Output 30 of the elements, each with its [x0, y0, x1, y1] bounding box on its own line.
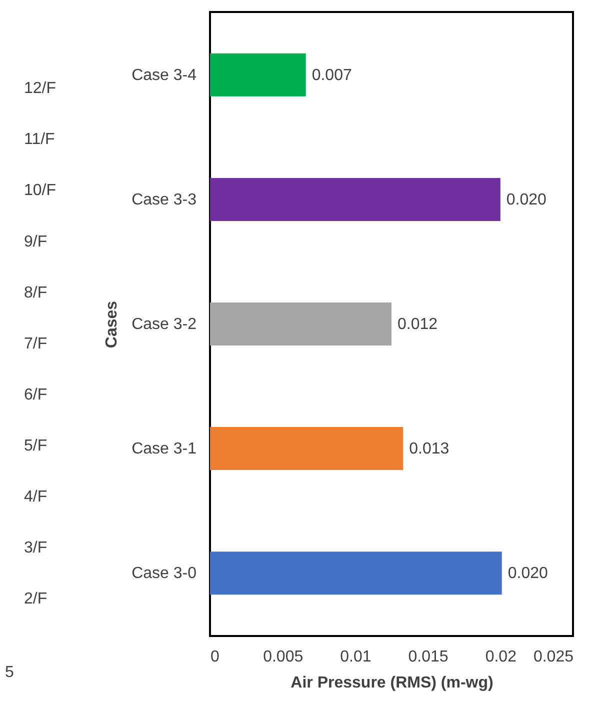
data-label: 0.020: [506, 191, 547, 208]
y-tick-label: Case 3-3: [132, 191, 197, 208]
x-tick-label: 0: [210, 648, 220, 666]
text: 7/F: [24, 335, 48, 352]
data-label: 0.007: [312, 66, 352, 84]
text: 3/F: [24, 540, 48, 557]
text: 11/F: [24, 131, 56, 148]
x-tick-label: 0.015: [408, 648, 448, 666]
x-tick-label: 0.01: [340, 648, 372, 666]
x-tick-label: 0.025: [533, 648, 574, 666]
text: 5: [5, 664, 14, 682]
data-label: 0.020: [508, 565, 548, 582]
y-tick-label: Case 3-1: [132, 440, 197, 458]
data-label: 0.013: [409, 440, 450, 458]
y-tick-label: Case 3-4: [132, 66, 197, 84]
text: 8/F: [24, 284, 48, 302]
text: 6/F: [24, 386, 48, 404]
x-axis-title: Air Pressure (RMS) (m-wg): [290, 674, 494, 692]
text: 9/F: [24, 233, 48, 250]
text: 2/F: [24, 590, 48, 608]
text: 10/F: [24, 182, 56, 200]
text: 4/F: [24, 488, 48, 506]
data-label: 0.012: [398, 316, 438, 333]
text: 12/F: [24, 80, 56, 98]
x-tick-label: 0.02: [485, 648, 517, 666]
x-tick-label: 0.005: [263, 648, 304, 666]
y-tick-label: Case 3-2: [132, 316, 197, 333]
y-tick-label: Case 3-0: [132, 565, 197, 582]
text: 5/F: [24, 437, 48, 454]
y-axis-title: Cases: [104, 300, 121, 348]
